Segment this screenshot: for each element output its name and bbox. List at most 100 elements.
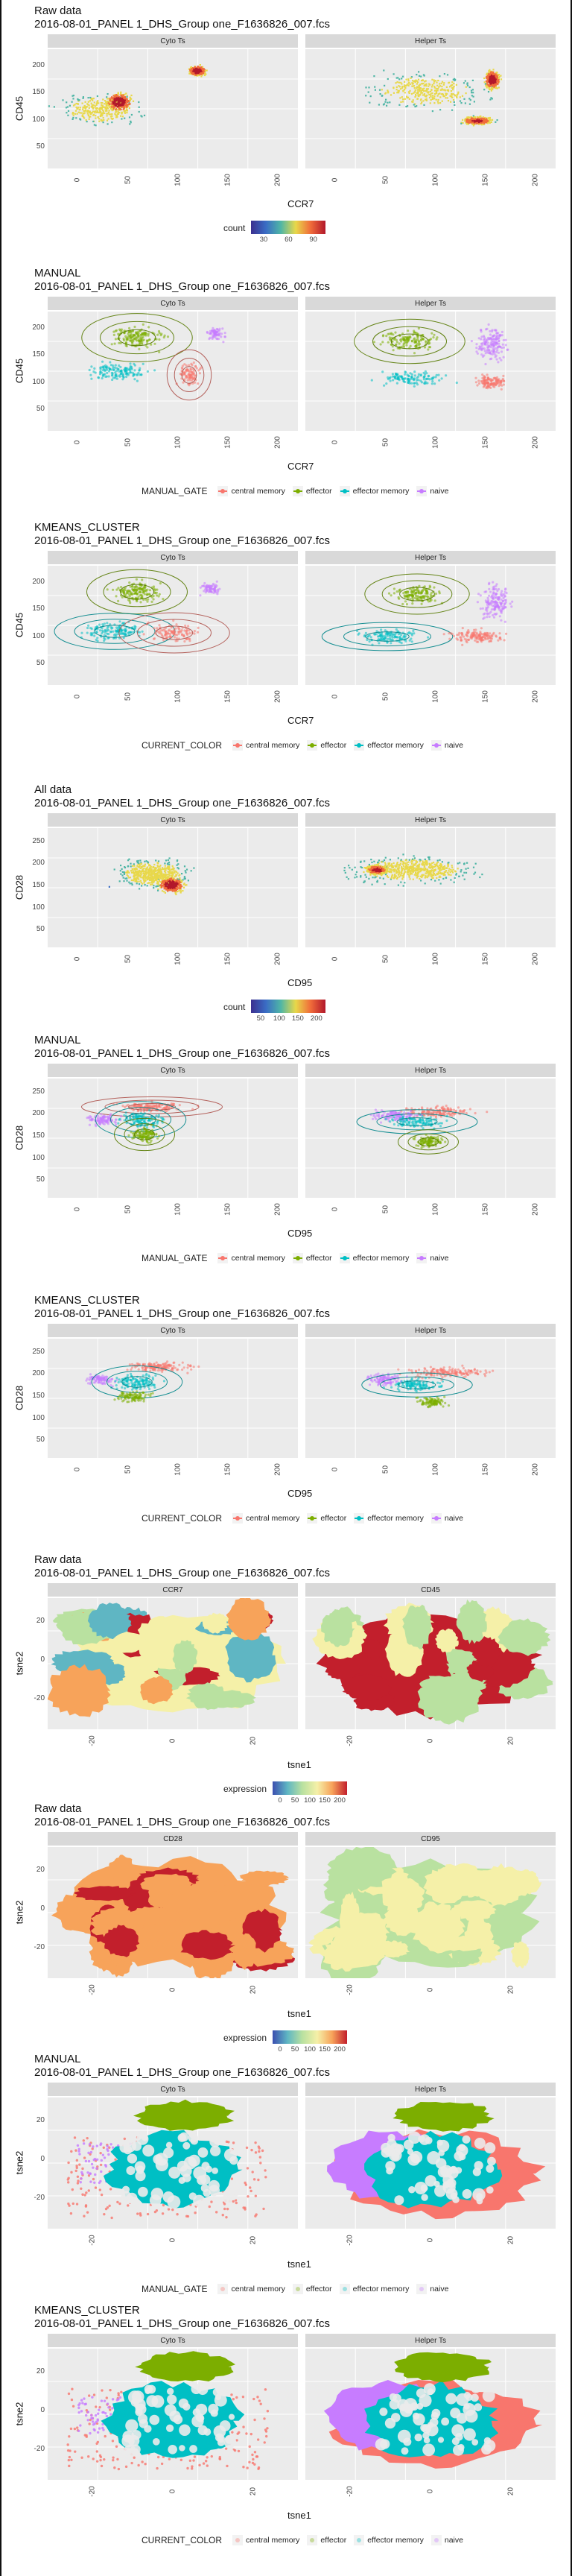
data-point-effector-memory: [109, 364, 112, 367]
density-cell: [484, 83, 486, 85]
data-point-central-memory: [188, 637, 191, 640]
data-point-effector: [147, 593, 151, 596]
data-point-central-memory: [187, 625, 190, 628]
density-cell: [171, 887, 173, 889]
density-cell: [95, 124, 97, 127]
density-cell: [121, 101, 123, 104]
density-cell: [138, 883, 141, 886]
data-point-central-memory: [483, 380, 486, 383]
density-cell: [117, 92, 119, 94]
density-cell: [448, 81, 451, 83]
density-cell: [127, 104, 129, 107]
data-point-effector: [117, 587, 120, 590]
density-cell: [393, 87, 395, 89]
legend-item: central memory: [217, 486, 285, 496]
density-cell: [88, 104, 90, 107]
data-point-effector: [404, 592, 407, 595]
data-point-effector-memory: [115, 370, 118, 373]
density-cell: [71, 101, 73, 103]
density-cell: [85, 106, 87, 108]
density-cell: [115, 111, 117, 113]
section-subtitle-file: 2016-08-01_PANEL 1_DHS_Group one_F163682…: [34, 280, 330, 293]
density-cell: [434, 92, 436, 95]
data-point-naive: [203, 581, 206, 585]
data-point-naive: [504, 344, 507, 347]
data-point-effector-memory: [357, 633, 360, 636]
density-cell: [436, 95, 439, 97]
data-point-naive: [485, 328, 488, 331]
data-point-naive: [495, 583, 498, 586]
data-point-effector-memory: [375, 633, 378, 636]
density-cell: [130, 879, 133, 882]
density-cell: [142, 875, 144, 877]
data-point-central-memory: [198, 372, 201, 375]
density-cell: [198, 69, 200, 72]
data-point-effector-memory: [133, 378, 136, 381]
density-cell: [105, 104, 107, 106]
density-cell: [136, 868, 138, 871]
data-point-naive: [218, 334, 221, 337]
data-point-central-memory: [474, 628, 477, 631]
density-cell: [143, 114, 146, 116]
legend-swatch: [416, 486, 428, 496]
data-point-central-memory: [169, 634, 172, 637]
density-cell: [425, 98, 428, 100]
density-cell: [118, 103, 121, 105]
density-cell: [149, 874, 151, 876]
data-point-naive: [511, 600, 514, 603]
data-point-central-memory: [185, 364, 188, 367]
plot-panel: [48, 49, 298, 168]
density-cell: [462, 121, 464, 124]
density-cell: [79, 118, 81, 120]
data-point-effector: [425, 590, 428, 593]
data-point-naive: [488, 594, 491, 597]
density-cell: [156, 871, 159, 874]
data-point-central-memory: [488, 634, 491, 637]
data-point-effector: [406, 595, 409, 598]
density-cell: [86, 121, 88, 123]
data-point-effector-memory: [387, 637, 390, 640]
density-cell: [117, 97, 119, 99]
data-point-central-memory: [190, 376, 193, 379]
data-point-effector: [147, 326, 150, 329]
density-cell: [115, 103, 118, 105]
density-cell: [473, 101, 475, 103]
data-point-naive: [210, 584, 213, 587]
data-point-effector-memory: [115, 373, 118, 376]
density-cell: [153, 880, 155, 883]
density-cell: [107, 98, 109, 100]
data-point-effector: [155, 338, 158, 341]
density-cell: [403, 86, 405, 88]
data-point-naive: [500, 592, 503, 595]
density-cell: [200, 66, 203, 69]
data-point-effector-memory: [406, 378, 410, 381]
data-point-effector: [128, 581, 131, 584]
density-cell: [111, 115, 113, 117]
density-cell: [136, 871, 138, 874]
density-cell: [194, 69, 197, 71]
density-cell: [107, 118, 109, 120]
density-cell: [72, 98, 74, 100]
density-cell: [107, 111, 110, 113]
density-cell: [136, 862, 139, 864]
density-cell: [198, 74, 200, 77]
data-point-naive: [486, 616, 489, 619]
density-cell: [115, 101, 118, 104]
density-cell: [92, 98, 94, 100]
density-cell: [106, 102, 109, 104]
density-cell: [442, 93, 444, 96]
density-cell: [423, 85, 425, 87]
density-cell: [197, 71, 199, 73]
density-cell: [147, 882, 150, 884]
density-cell: [483, 89, 486, 91]
data-point-effector: [413, 352, 416, 355]
data-point-effector-memory: [428, 378, 431, 381]
density-cell: [140, 874, 142, 876]
data-point-effector: [152, 598, 155, 601]
density-cell: [150, 870, 153, 872]
data-point-effector: [433, 586, 436, 589]
density-cell: [411, 101, 413, 103]
density-cell: [491, 83, 493, 86]
legend-swatch: [232, 740, 244, 751]
density-cell: [117, 101, 119, 103]
